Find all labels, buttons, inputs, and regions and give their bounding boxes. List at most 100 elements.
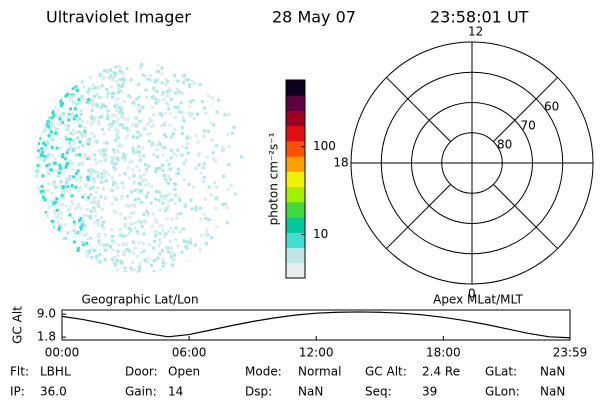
speckle (189, 237, 193, 241)
speckle (104, 148, 108, 152)
speckle (41, 76, 45, 80)
speckle (179, 212, 183, 216)
speckle (85, 264, 89, 268)
speckle (41, 150, 45, 154)
speckle (89, 122, 93, 126)
speckle (169, 148, 173, 152)
speckle (41, 195, 45, 199)
speckle (156, 63, 160, 67)
status-label: GLon: (485, 385, 520, 399)
speckle (72, 220, 76, 224)
speckle (146, 77, 150, 81)
speckle (167, 168, 171, 172)
speckle (39, 116, 43, 120)
speckle (139, 220, 143, 224)
speckle (59, 104, 63, 108)
speckle (67, 246, 71, 250)
speckle (74, 87, 78, 91)
speckle (123, 216, 127, 220)
speckle (102, 153, 106, 157)
speckle (53, 211, 57, 215)
speckle (112, 240, 116, 244)
speckle (210, 66, 214, 70)
speckle (165, 180, 169, 184)
speckle (73, 251, 77, 255)
speckle (89, 262, 93, 266)
speckle (178, 90, 182, 94)
speckle (46, 259, 50, 263)
speckle (71, 202, 75, 206)
speckle (58, 225, 62, 229)
speckle (37, 70, 41, 74)
speckle (39, 255, 43, 259)
speckle (40, 147, 44, 151)
speckle (203, 106, 207, 110)
speckle (38, 238, 42, 242)
speckle (138, 66, 142, 70)
speckle (202, 272, 206, 273)
speckle (224, 270, 228, 273)
speckle (207, 94, 211, 98)
speckle (183, 272, 187, 273)
speckle (149, 79, 153, 83)
speckle (209, 121, 213, 125)
speckle (64, 271, 68, 273)
speckle (167, 204, 171, 208)
speckle (51, 75, 55, 79)
speckle (167, 174, 171, 178)
speckle (150, 119, 154, 123)
speckle (77, 97, 81, 101)
speckle (150, 225, 154, 229)
speckle (120, 84, 124, 88)
speckle (181, 270, 185, 273)
speckle (44, 241, 48, 245)
speckle (45, 254, 49, 258)
speckle (199, 233, 203, 237)
speckle (100, 176, 104, 180)
speckle (47, 171, 51, 175)
speckle (104, 248, 108, 252)
speckle (53, 184, 57, 188)
speckle (236, 111, 240, 115)
speckle (131, 168, 135, 172)
speckle (194, 134, 198, 138)
speckle (47, 170, 51, 174)
speckle (70, 93, 74, 97)
speckle (36, 136, 40, 140)
speckle (117, 111, 121, 115)
speckle (214, 144, 218, 148)
polar-ring-label: 60 (544, 100, 559, 114)
speckle (242, 135, 245, 139)
speckle (132, 149, 136, 153)
speckle (162, 195, 166, 199)
speckle (78, 232, 82, 236)
speckle (37, 93, 41, 97)
speckle (206, 129, 210, 133)
speckle (44, 89, 48, 93)
speckle (139, 133, 143, 137)
speckle (117, 243, 121, 247)
speckle (35, 247, 39, 251)
polar-diagonal (493, 77, 558, 142)
speckle (79, 225, 83, 229)
speckle (83, 98, 87, 102)
speckle (60, 194, 64, 198)
speckle (157, 190, 161, 194)
speckle (164, 82, 168, 86)
speckle (67, 253, 71, 257)
speckle (95, 92, 99, 96)
speckle (187, 183, 191, 187)
colorbar-swatch (286, 186, 305, 203)
speckle (57, 227, 61, 231)
speckle (39, 79, 43, 83)
speckle (136, 130, 140, 134)
speckle (207, 185, 211, 189)
speckle (223, 202, 227, 206)
speckle (93, 220, 97, 224)
speckle (51, 78, 55, 82)
speckle (87, 168, 91, 172)
speckle (59, 223, 63, 227)
speckle (151, 105, 155, 109)
speckle (116, 150, 120, 154)
speckle (143, 127, 147, 131)
